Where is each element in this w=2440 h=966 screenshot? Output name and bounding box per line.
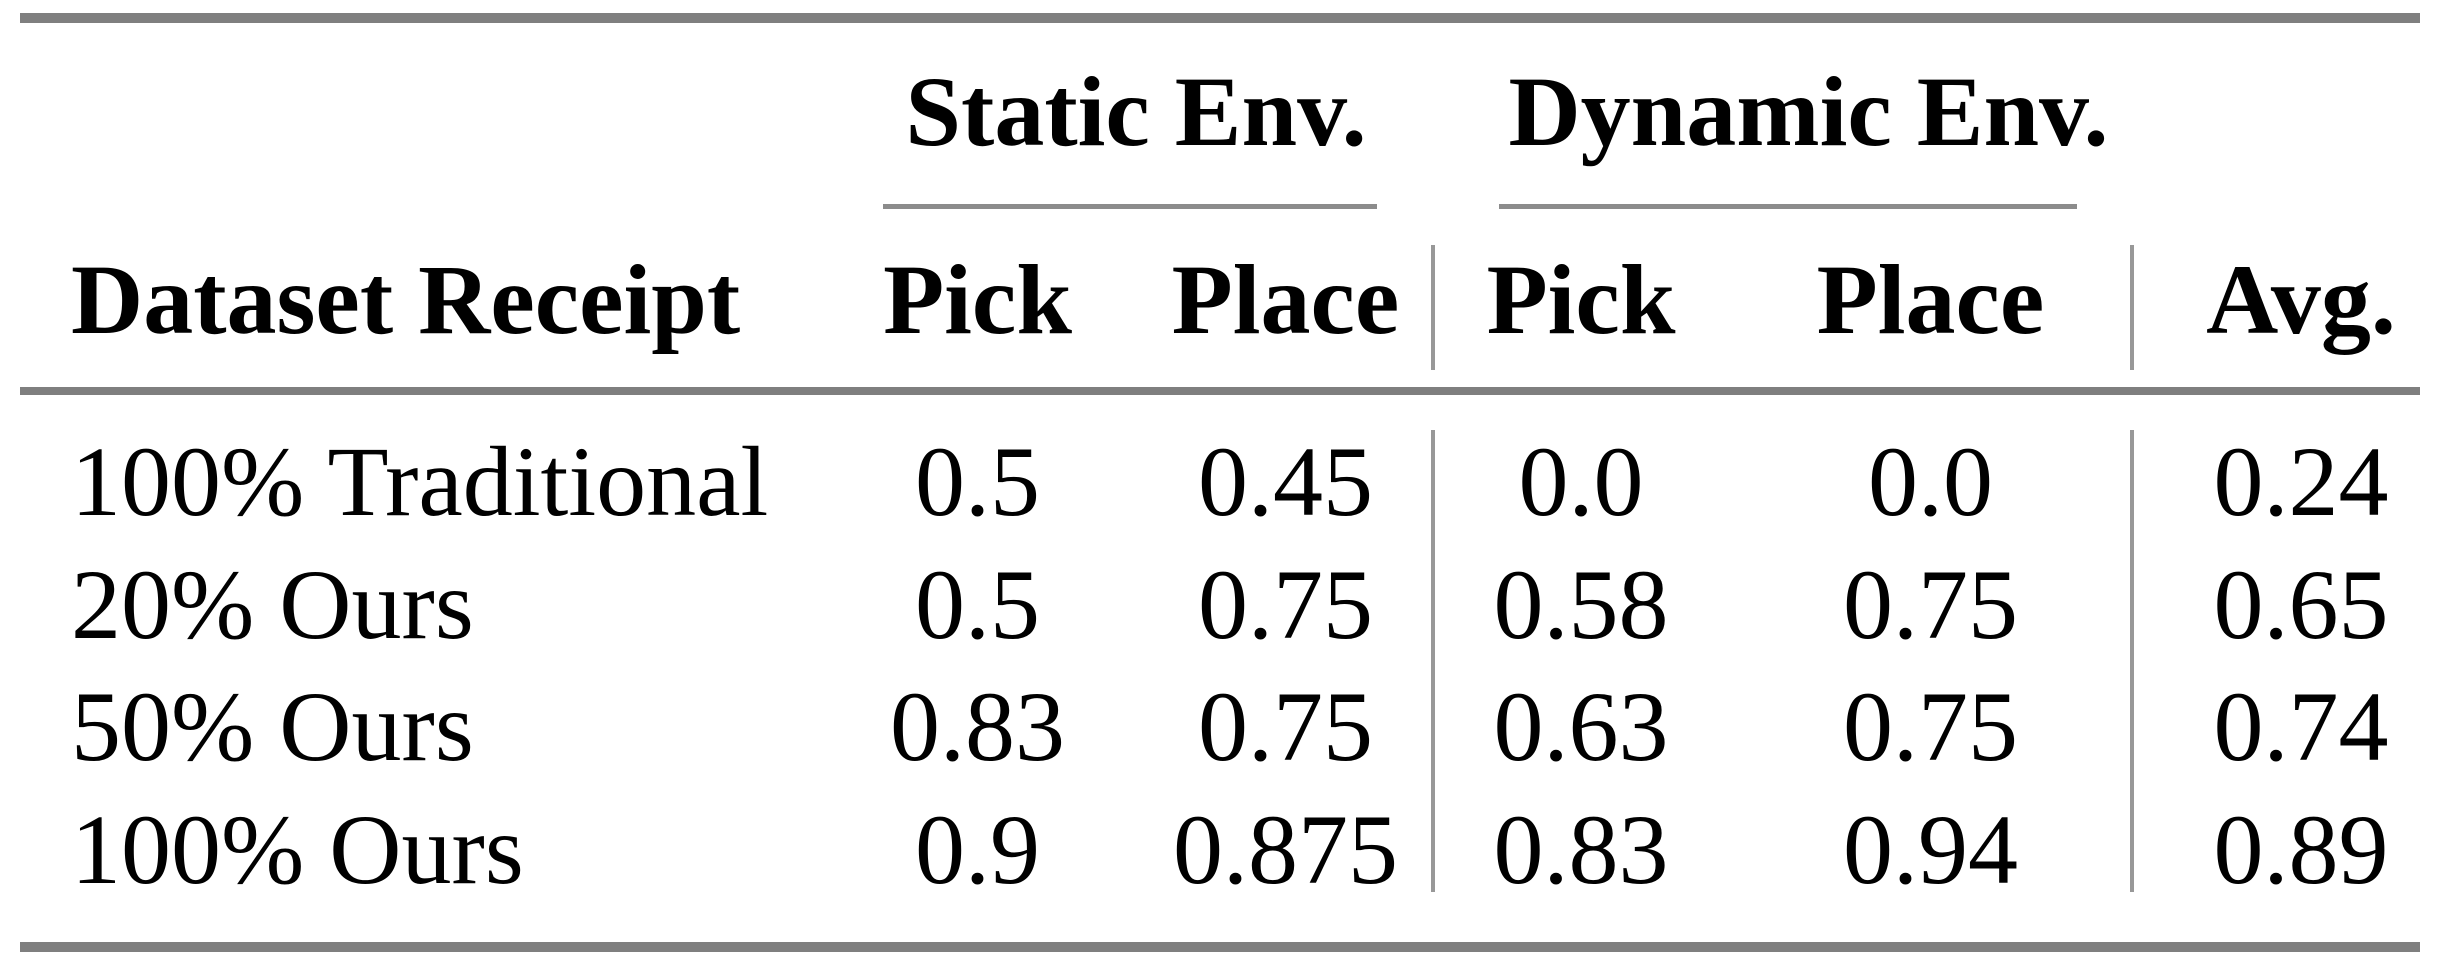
cell-static-place: 0.75 [1198, 549, 1373, 660]
header-static-pick: Pick [883, 244, 1072, 355]
row-label: 100% Ours [71, 794, 524, 905]
vertical-separator-static-dynamic-body [1431, 430, 1435, 892]
header-dynamic-place: Place [1816, 244, 2045, 355]
cell-avg: 0.89 [2213, 794, 2389, 905]
vertical-separator-dynamic-avg-header [2130, 245, 2134, 370]
cmidrule-dynamic-env [1499, 204, 2077, 209]
header-dynamic-pick: Pick [1486, 244, 1676, 355]
col-group-dynamic-env: Dynamic Env. [1508, 56, 2109, 167]
cell-avg: 0.65 [2213, 549, 2389, 660]
mid-rule [20, 387, 2420, 395]
row-label: 50% Ours [71, 671, 474, 782]
row-label: 100% Traditional [71, 426, 769, 537]
cell-avg: 0.74 [2213, 671, 2389, 782]
cell-dynamic-pick: 0.0 [1518, 426, 1644, 537]
vertical-separator-static-dynamic-header [1431, 245, 1435, 370]
row-label: 20% Ours [71, 549, 474, 660]
cell-static-pick: 0.5 [915, 426, 1040, 537]
column-group-header-row: Static Env. Dynamic Env. [20, 50, 2420, 174]
table-row-50pct-ours: 50% Ours 0.83 0.75 0.63 0.75 0.74 [20, 665, 2420, 789]
cell-static-place: 0.45 [1198, 426, 1373, 537]
cell-dynamic-place: 0.75 [1843, 549, 2018, 660]
vertical-separator-dynamic-avg-body [2130, 430, 2134, 892]
header-row: Dataset Receipt Pick Place Pick Place Av… [20, 238, 2420, 362]
header-static-place: Place [1171, 244, 1400, 355]
cell-avg: 0.24 [2213, 426, 2389, 537]
cell-static-pick: 0.5 [915, 549, 1040, 660]
cell-static-place: 0.875 [1173, 794, 1398, 905]
table-row-20pct-ours: 20% Ours 0.5 0.75 0.58 0.75 0.65 [20, 543, 2420, 667]
header-avg: Avg. [2206, 244, 2396, 355]
header-dataset-receipt: Dataset Receipt [71, 244, 741, 355]
cmidrule-static-env [883, 204, 1377, 209]
top-rule [20, 13, 2420, 23]
cell-static-pick: 0.9 [915, 794, 1040, 905]
cell-dynamic-pick: 0.58 [1493, 549, 1669, 660]
cell-dynamic-place: 0.75 [1843, 671, 2018, 782]
cell-dynamic-place: 0.0 [1868, 426, 1993, 537]
cell-static-place: 0.75 [1198, 671, 1373, 782]
table-row-100pct-ours: 100% Ours 0.9 0.875 0.83 0.94 0.89 [20, 788, 2420, 912]
table-row-100pct-traditional: 100% Traditional 0.5 0.45 0.0 0.0 0.24 [20, 420, 2420, 544]
cell-dynamic-place: 0.94 [1843, 794, 2018, 905]
bottom-rule [20, 942, 2420, 952]
cell-dynamic-pick: 0.63 [1493, 671, 1669, 782]
col-group-static-env: Static Env. [905, 56, 1367, 167]
cell-static-pick: 0.83 [890, 671, 1065, 782]
cell-dynamic-pick: 0.83 [1493, 794, 1669, 905]
